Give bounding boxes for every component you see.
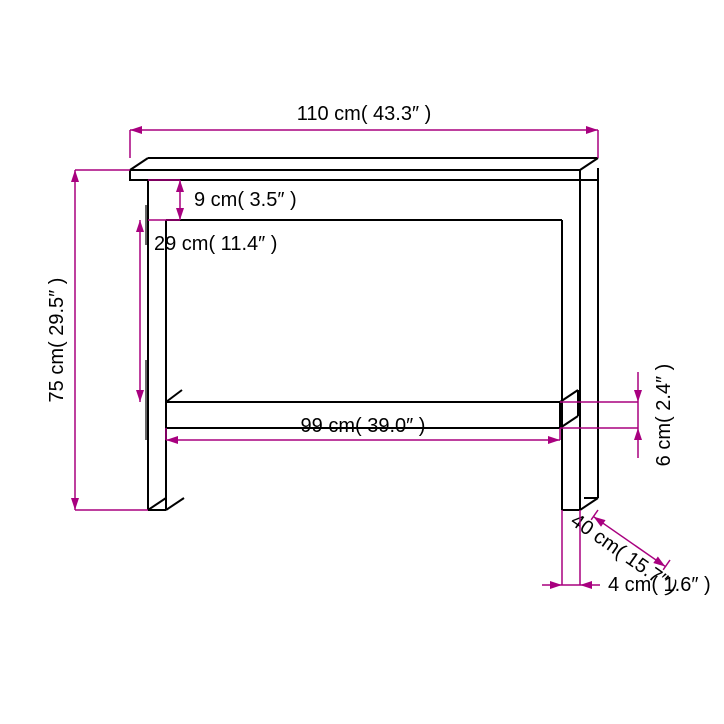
svg-text:29 cm( 11.4″ ): 29 cm( 11.4″ )	[154, 233, 277, 255]
svg-text:110 cm( 43.3″ ): 110 cm( 43.3″ )	[297, 103, 432, 125]
svg-text:99 cm( 39.0″ ): 99 cm( 39.0″ )	[301, 415, 426, 437]
svg-text:6 cm( 2.4″ ): 6 cm( 2.4″ )	[653, 364, 675, 467]
svg-text:75 cm( 29.5″ ): 75 cm( 29.5″ )	[46, 278, 68, 403]
svg-text:9 cm( 3.5″ ): 9 cm( 3.5″ )	[194, 189, 297, 211]
svg-text:4 cm( 1.6″ ): 4 cm( 1.6″ )	[608, 574, 711, 596]
